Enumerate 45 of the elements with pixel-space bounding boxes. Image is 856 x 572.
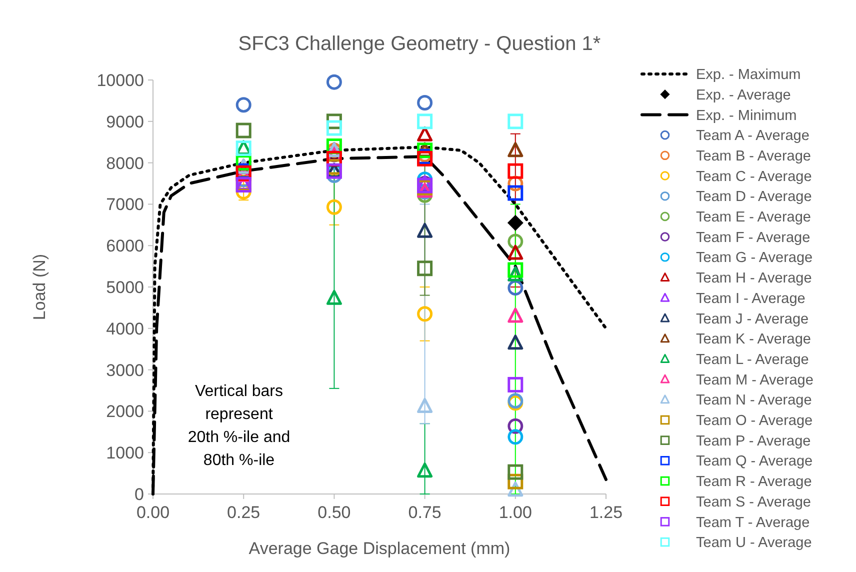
- y-tick-label: 10000: [96, 70, 144, 90]
- y-tick-label: 9000: [106, 112, 144, 132]
- legend-label: Exp. - Minimum: [696, 108, 797, 124]
- legend-label: Team A - Average: [696, 128, 810, 144]
- x-axis-title: Average Gage Displacement (mm): [248, 539, 510, 558]
- y-axis-title: Load (N): [30, 254, 49, 320]
- y-tick-label: 6000: [106, 236, 144, 256]
- y-tick-label: 8000: [106, 154, 144, 173]
- legend-label: Team R - Average: [696, 474, 812, 490]
- legend-label: Team Q - Average: [696, 454, 813, 470]
- y-tick-label: 1000: [106, 444, 144, 463]
- legend-label: Team J - Average: [696, 311, 809, 328]
- x-tick-label: 0.25: [227, 503, 260, 522]
- x-tick-label: 0.75: [408, 503, 442, 522]
- y-tick-label: 5000: [106, 278, 144, 297]
- chart-title: SFC3 Challenge Geometry - Question 1*: [238, 33, 601, 55]
- legend-label: Team L - Average: [696, 352, 809, 368]
- x-tick-label: 0.50: [318, 503, 351, 522]
- legend-label: Team U - Average: [696, 535, 812, 552]
- legend-label: Team K - Average: [696, 332, 811, 348]
- legend-label: Team H - Average: [696, 270, 812, 287]
- legend-label: Exp. - Maximum: [696, 67, 801, 84]
- y-tick-label: 7000: [106, 195, 144, 214]
- x-tick-label: 1.00: [498, 503, 532, 522]
- y-tick-label: 3000: [106, 360, 144, 380]
- legend-label: Team C - Average: [696, 168, 812, 185]
- legend-label: Team S - Average: [696, 494, 811, 510]
- x-tick-label: 0.00: [136, 503, 170, 522]
- legend-label: Team B - Average: [696, 148, 811, 164]
- legend-label: Team F - Average: [696, 230, 810, 246]
- legend-label: Team G - Average: [696, 250, 813, 266]
- legend-label: Team M - Average: [696, 372, 814, 388]
- y-tick-label: 4000: [106, 319, 144, 338]
- legend-label: Team P - Average: [696, 433, 811, 450]
- y-tick-label: 0: [134, 484, 144, 504]
- legend-label: Team T - Average: [696, 514, 810, 531]
- legend-label: Exp. - Average: [696, 87, 791, 104]
- x-tick-label: 1.25: [589, 503, 623, 522]
- legend-label: Team I - Average: [696, 290, 806, 307]
- legend-label: Team E - Average: [696, 210, 811, 226]
- legend-label: Team D - Average: [696, 189, 812, 206]
- annotation: Vertical bars represent 20th %-ile and 80th %-ile: [188, 383, 290, 469]
- legend-label: Team N - Average: [696, 392, 812, 409]
- legend-label: Team O - Average: [696, 413, 813, 430]
- y-tick-label: 2000: [106, 402, 144, 422]
